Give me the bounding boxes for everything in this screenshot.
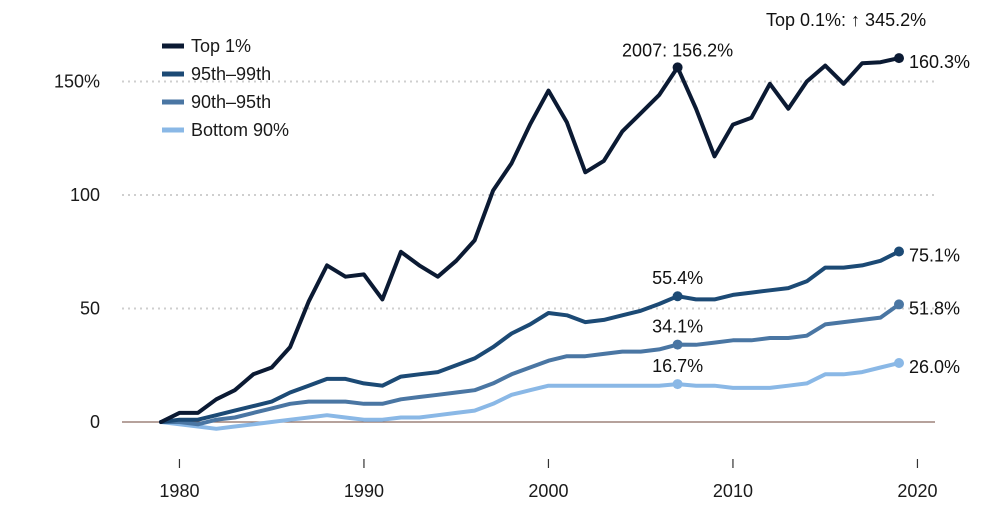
series-lines (159, 56, 901, 431)
top-0-1-annotation: Top 0.1%: ↑ 345.2% (766, 10, 927, 30)
peak-marker-0 (672, 62, 683, 73)
x-tick-label-2010: 2010 (713, 481, 753, 501)
legend-label-1: 95th–99th (191, 64, 271, 84)
series-line-3 (159, 361, 901, 431)
series-line-0 (159, 56, 901, 424)
end-label-2: 51.8% (909, 298, 960, 318)
peak-label-0: 2007: 156.2% (622, 40, 733, 60)
x-tick-label-2000: 2000 (528, 481, 568, 501)
mid-marker-2 (672, 339, 683, 350)
end-marker-0 (894, 53, 904, 64)
y-tick-label-150: 150% (54, 72, 100, 92)
legend-label-2: 90th–95th (191, 92, 271, 112)
x-tick-label-1980: 1980 (159, 481, 199, 501)
mid-marker-1 (672, 291, 683, 302)
y-tick-label-0: 0 (90, 412, 100, 432)
end-marker-1 (894, 246, 904, 257)
y-axis: 0 50 100 150% (54, 72, 100, 433)
end-marker-3 (894, 357, 904, 368)
x-tick-label-2020: 2020 (897, 481, 937, 501)
mid-label-2: 34.1% (652, 317, 703, 337)
legend-label-0: Top 1% (191, 36, 251, 56)
mid-label-1: 55.4% (652, 268, 703, 288)
y-tick-label-50: 50 (80, 299, 100, 319)
end-label-1: 75.1% (909, 246, 960, 266)
x-axis: 1980 1990 2000 2010 2020 (159, 459, 937, 501)
end-marker-2 (894, 299, 904, 310)
y-tick-label-100: 100 (70, 185, 100, 205)
legend: Top 1% 95th–99th 90th–95th Bottom 90% (162, 36, 289, 140)
data-labels: 160.3% 2007: 156.2% 75.1% 55.4% 51.8% 34.1% 26… (622, 40, 970, 390)
mid-marker-3 (672, 379, 683, 390)
end-label-3: 26.0% (909, 357, 960, 377)
end-label-0: 160.3% (909, 52, 970, 72)
series-line-2 (159, 302, 901, 427)
legend-label-3: Bottom 90% (191, 120, 289, 140)
x-tick-label-1990: 1990 (344, 481, 384, 501)
mid-label-3: 16.7% (652, 356, 703, 376)
series-line-1 (159, 249, 901, 424)
